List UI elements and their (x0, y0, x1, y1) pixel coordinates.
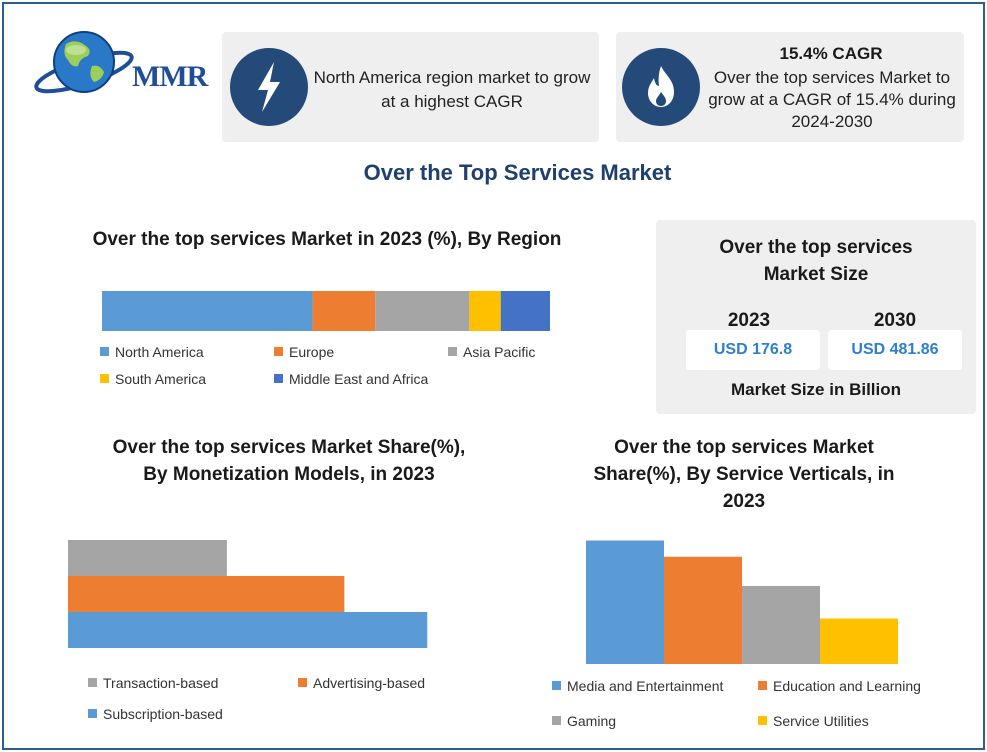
cagr-text: Over the top services Market to grow at … (708, 68, 956, 131)
legend-swatch (88, 709, 97, 718)
legend-label: Subscription-based (103, 706, 223, 722)
region-bar-segment (469, 291, 501, 331)
legend-label: Middle East and Africa (289, 371, 429, 387)
monetization-legend-item: Transaction-based (88, 675, 218, 691)
region-legend-item: North America (100, 344, 204, 360)
monetization-bar (68, 576, 345, 612)
legend-swatch (274, 347, 283, 356)
legend-label: Transaction-based (103, 675, 219, 691)
legend-swatch (552, 716, 561, 725)
legend-label: South America (115, 371, 207, 387)
info-box-region: North America region market to grow at a… (222, 32, 599, 142)
value-2030: USD 481.86 (828, 330, 962, 370)
legend-label: Advertising-based (313, 675, 426, 691)
vertical-bar (664, 556, 742, 664)
chart-region (102, 291, 550, 331)
legend-swatch (758, 716, 767, 725)
vertical-bar (820, 618, 898, 664)
legend-swatch (758, 681, 767, 690)
flame-icon (622, 48, 700, 126)
market-size-box: Over the top services Market Size 2023 2… (656, 220, 976, 414)
year-2023: 2023 (727, 310, 771, 331)
page-title: Over the Top Services Market (363, 160, 672, 185)
globe-icon (34, 31, 134, 94)
region-legend-item: Europe (274, 344, 334, 360)
cagr-title: 15.4% CAGR (779, 44, 883, 63)
region-legend-item: Middle East and Africa (274, 371, 428, 387)
legend-label: Media and Entertainment (567, 678, 724, 694)
vertical-bar (586, 540, 664, 664)
chart-region-title: Over the top services Market in 2023 (%)… (92, 229, 562, 250)
region-legend-item: South America (100, 371, 206, 387)
lightning-icon (230, 48, 308, 126)
year-2030: 2030 (873, 310, 917, 331)
market-size-title: Over the top services Market Size (719, 237, 913, 285)
verticals-legend-item: Media and Entertainment (552, 678, 723, 694)
legend-label: Europe (289, 344, 335, 360)
logo-text: MMR (132, 60, 208, 93)
legend-swatch (100, 374, 109, 383)
mmr-logo: MMR (32, 22, 212, 102)
vertical-bar (742, 586, 820, 664)
monetization-legend-item: Advertising-based (298, 675, 425, 691)
legend-label: Service Utilities (773, 713, 869, 729)
market-size-note: Market Size in Billion (730, 380, 902, 399)
info-box-cagr: 15.4% CAGR Over the top services Market … (616, 32, 964, 142)
chart-monetization-title: Over the top services Market Share(%), B… (112, 437, 466, 485)
info-box-region-text: North America region market to grow at a… (313, 68, 591, 111)
legend-swatch (274, 374, 283, 383)
verticals-legend-item: Service Utilities (758, 713, 869, 729)
region-bar-segment (500, 291, 550, 331)
region-bar-segment (102, 291, 313, 331)
legend-swatch (88, 678, 97, 687)
legend-label: North America (115, 344, 204, 360)
monetization-bar (68, 540, 227, 576)
region-legend-item: Asia Pacific (448, 344, 535, 360)
legend-swatch (100, 347, 109, 356)
chart-monetization (68, 540, 428, 648)
chart-verticals (586, 540, 898, 664)
verticals-legend-item: Education and Learning (758, 678, 921, 694)
monetization-legend-item: Subscription-based (88, 706, 223, 722)
legend-label: Gaming (567, 713, 617, 729)
legend-label: Asia Pacific (463, 344, 536, 360)
verticals-legend-item: Gaming (552, 713, 616, 729)
chart-verticals-title: Over the top services Market Share(%), B… (593, 437, 895, 512)
legend-swatch (298, 678, 307, 687)
legend-label: Education and Learning (773, 678, 921, 694)
legend-swatch (448, 347, 457, 356)
value-2023: USD 176.8 (686, 330, 820, 370)
legend-swatch (552, 681, 561, 690)
region-bar-segment (312, 291, 376, 331)
monetization-bar (68, 612, 428, 648)
region-bar-segment (375, 291, 470, 331)
